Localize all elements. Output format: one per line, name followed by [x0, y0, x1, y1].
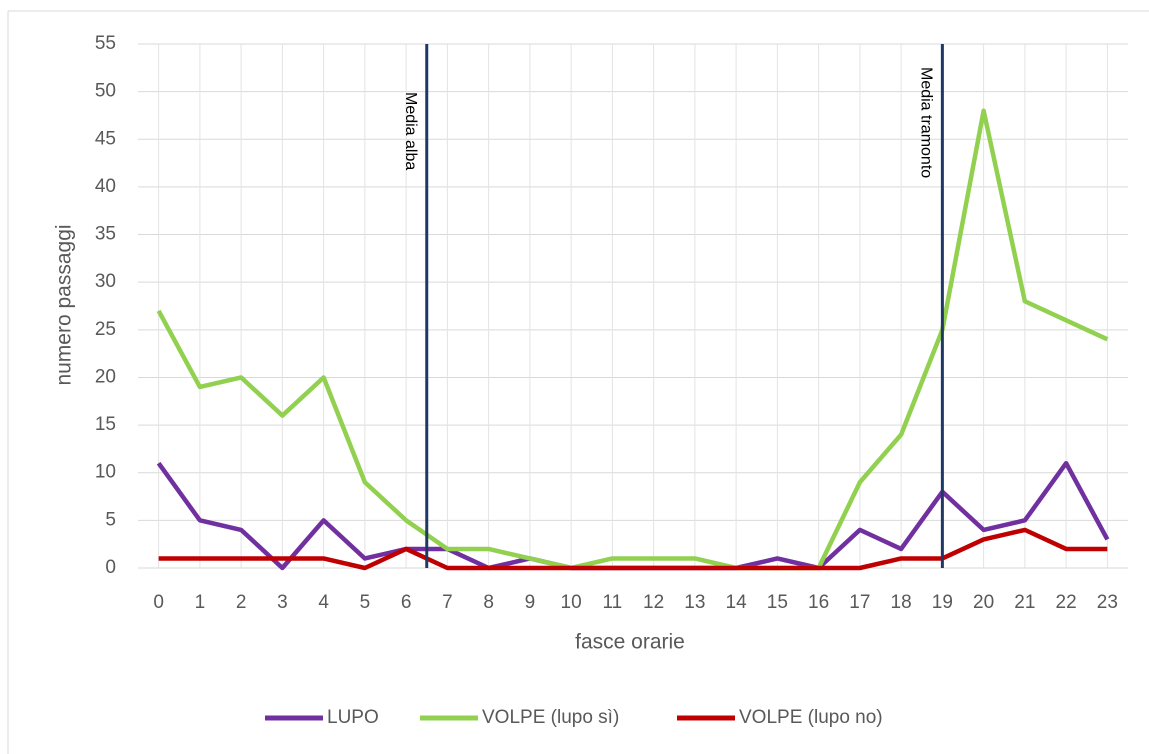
y-tick-label: 50 — [95, 81, 116, 102]
x-axis-title: fasce orarie — [575, 631, 685, 654]
y-tick-label: 40 — [95, 176, 116, 197]
x-tick-label: 23 — [1097, 592, 1118, 613]
x-tick-label: 16 — [808, 592, 829, 613]
annotation-label: Media alba — [402, 92, 419, 170]
x-tick-label: 5 — [360, 592, 371, 613]
x-tick-label: 18 — [891, 592, 912, 613]
x-tick-label: 17 — [849, 592, 870, 613]
y-tick-label: 20 — [95, 366, 116, 387]
legend-label: LUPO — [327, 707, 379, 728]
y-tick-label: 30 — [95, 271, 116, 292]
series-line — [156, 460, 1110, 571]
x-tick-label: 10 — [561, 592, 582, 613]
y-tick-label: 35 — [95, 224, 116, 245]
y-tick-label: 10 — [95, 462, 116, 483]
x-tick-label: 0 — [153, 592, 164, 613]
y-tick-label: 0 — [105, 557, 116, 578]
x-tick-label: 11 — [603, 592, 623, 613]
x-tick-label: 1 — [195, 592, 206, 613]
x-tick-label: 21 — [1014, 592, 1035, 613]
x-tick-label: 4 — [318, 592, 329, 613]
x-tick-label: 15 — [767, 592, 788, 613]
x-tick-label: 8 — [483, 592, 494, 613]
x-tick-label: 12 — [643, 592, 664, 613]
x-tick-label: 2 — [236, 592, 247, 613]
x-tick-label: 22 — [1056, 592, 1077, 613]
y-tick-label: 5 — [105, 509, 116, 530]
x-tick-label: 3 — [277, 592, 288, 613]
y-tick-label: 15 — [95, 414, 116, 435]
x-tick-label: 20 — [973, 592, 994, 613]
x-tick-label: 14 — [726, 592, 748, 613]
y-tick-label: 25 — [95, 319, 116, 340]
series-line — [156, 108, 1109, 571]
annotation-label: Media tramonto — [917, 67, 934, 178]
legend-label: VOLPE (lupo no) — [739, 707, 883, 728]
legend-label: VOLPE (lupo sì) — [482, 707, 619, 728]
y-axis-title: numero passaggi — [53, 224, 76, 385]
x-tick-label: 19 — [932, 592, 953, 613]
x-tick-label: 13 — [684, 592, 705, 613]
series-line — [158, 527, 1108, 571]
x-tick-label: 9 — [525, 592, 536, 613]
y-tick-label: 55 — [95, 33, 116, 54]
y-tick-label: 45 — [95, 128, 116, 149]
x-tick-label: 6 — [401, 592, 412, 613]
x-tick-label: 7 — [442, 592, 453, 613]
